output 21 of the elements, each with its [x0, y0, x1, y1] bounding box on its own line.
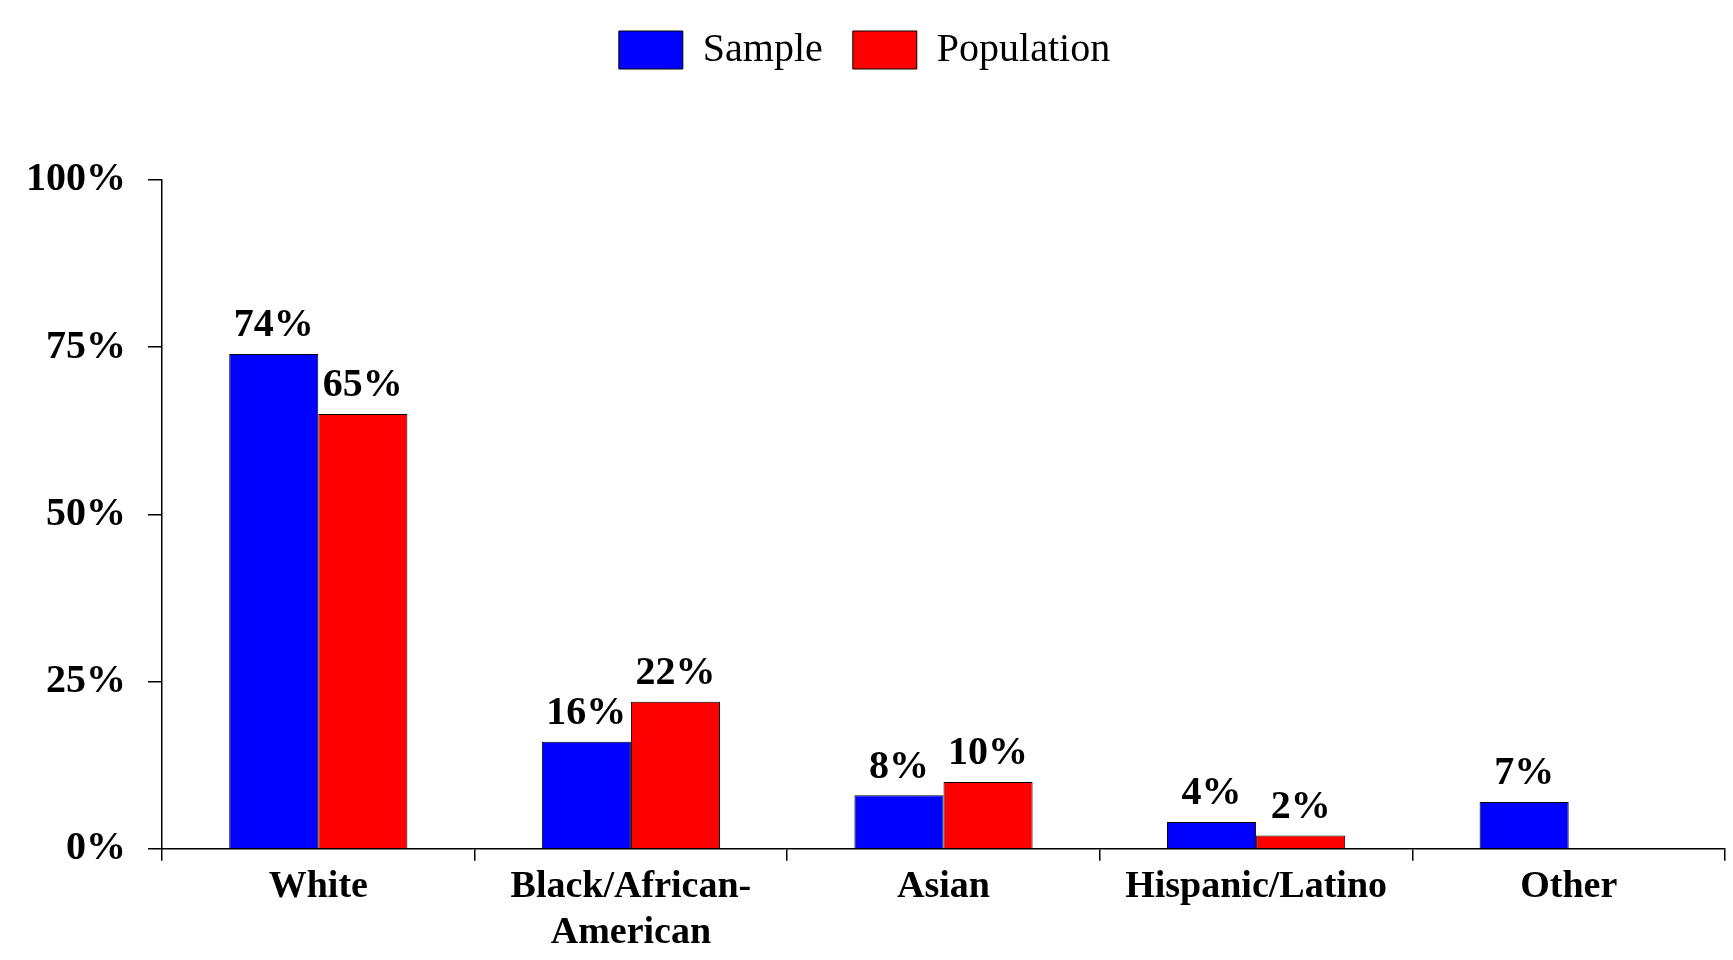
x-tick-label: Black/African-American: [510, 863, 752, 952]
data-label: 8%: [868, 741, 929, 787]
data-label: 74%: [233, 300, 314, 346]
data-label: 65%: [322, 360, 403, 406]
y-tick-label: 25%: [46, 655, 126, 701]
x-tick-label: White: [268, 863, 368, 906]
x-tick-label: Other: [1520, 863, 1618, 906]
data-label: 7%: [1494, 748, 1555, 794]
data-label: 16%: [546, 688, 627, 734]
y-tick-label: 0%: [66, 823, 126, 869]
y-tick-label: 100%: [26, 154, 126, 200]
legend-label: Sample: [702, 24, 823, 70]
x-tick-label: Hispanic/Latino: [1125, 863, 1388, 906]
data-label: 22%: [635, 647, 716, 693]
legend-label: Population: [936, 24, 1111, 70]
y-tick-label: 75%: [46, 321, 126, 367]
data-label: 10%: [948, 728, 1029, 774]
x-tick-label: Asian: [897, 863, 990, 906]
data-label: 2%: [1270, 781, 1331, 827]
data-label: 4%: [1181, 768, 1242, 814]
y-tick-label: 50%: [46, 488, 126, 534]
